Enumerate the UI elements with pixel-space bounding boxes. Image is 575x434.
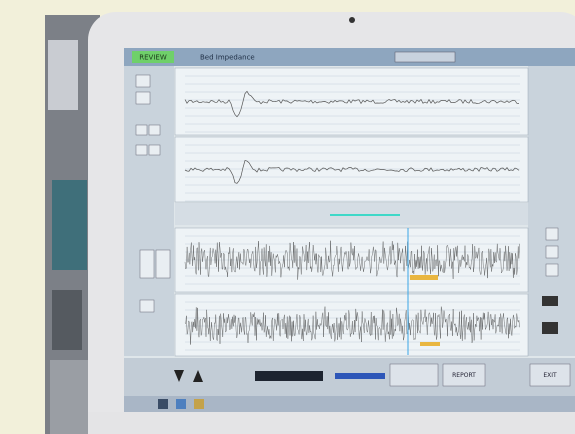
- control-button[interactable]: [149, 125, 160, 135]
- camera-icon[interactable]: [542, 322, 558, 334]
- marker: [410, 275, 438, 280]
- control-button[interactable]: [136, 125, 147, 135]
- dropdown[interactable]: [395, 52, 455, 62]
- control-button[interactable]: [140, 300, 154, 312]
- control-button[interactable]: [546, 264, 558, 276]
- screen-title: Bed Impedance: [200, 54, 255, 62]
- report-label[interactable]: REPORT: [452, 372, 476, 379]
- equipment-panel: [52, 180, 87, 270]
- mode-label: REVIEW: [139, 54, 167, 62]
- control-button[interactable]: [136, 75, 150, 87]
- control-button[interactable]: [546, 246, 558, 258]
- photo: REVIEW Bed Impedance REPORT EXIT: [0, 0, 575, 434]
- waveform-panel: [175, 137, 528, 202]
- exit-label[interactable]: EXIT: [543, 372, 557, 379]
- control-button[interactable]: [136, 92, 150, 104]
- button[interactable]: [390, 364, 438, 386]
- speed-slider[interactable]: [335, 373, 385, 379]
- left-controls: [124, 66, 174, 356]
- scroll-button[interactable]: [156, 250, 170, 278]
- control-button[interactable]: [149, 145, 160, 155]
- right-controls: [528, 66, 575, 356]
- taskbar-icon[interactable]: [158, 399, 168, 409]
- taskbar-icon[interactable]: [176, 399, 186, 409]
- header-bar: [124, 48, 575, 66]
- playback-controls[interactable]: [255, 371, 323, 381]
- equipment-panel: [52, 290, 82, 350]
- control-button[interactable]: [136, 145, 147, 155]
- camera: [349, 17, 355, 23]
- equipment-panel: [48, 40, 78, 110]
- scroll-button[interactable]: [140, 250, 154, 278]
- taskbar-icon[interactable]: [194, 399, 204, 409]
- marker: [420, 342, 440, 346]
- monitor-bezel-bottom: [88, 412, 575, 434]
- taskbar: [124, 396, 575, 412]
- control-button[interactable]: [546, 228, 558, 240]
- waveform-panel: [175, 294, 528, 356]
- equipment-panel: [50, 360, 90, 434]
- icon[interactable]: [542, 296, 558, 306]
